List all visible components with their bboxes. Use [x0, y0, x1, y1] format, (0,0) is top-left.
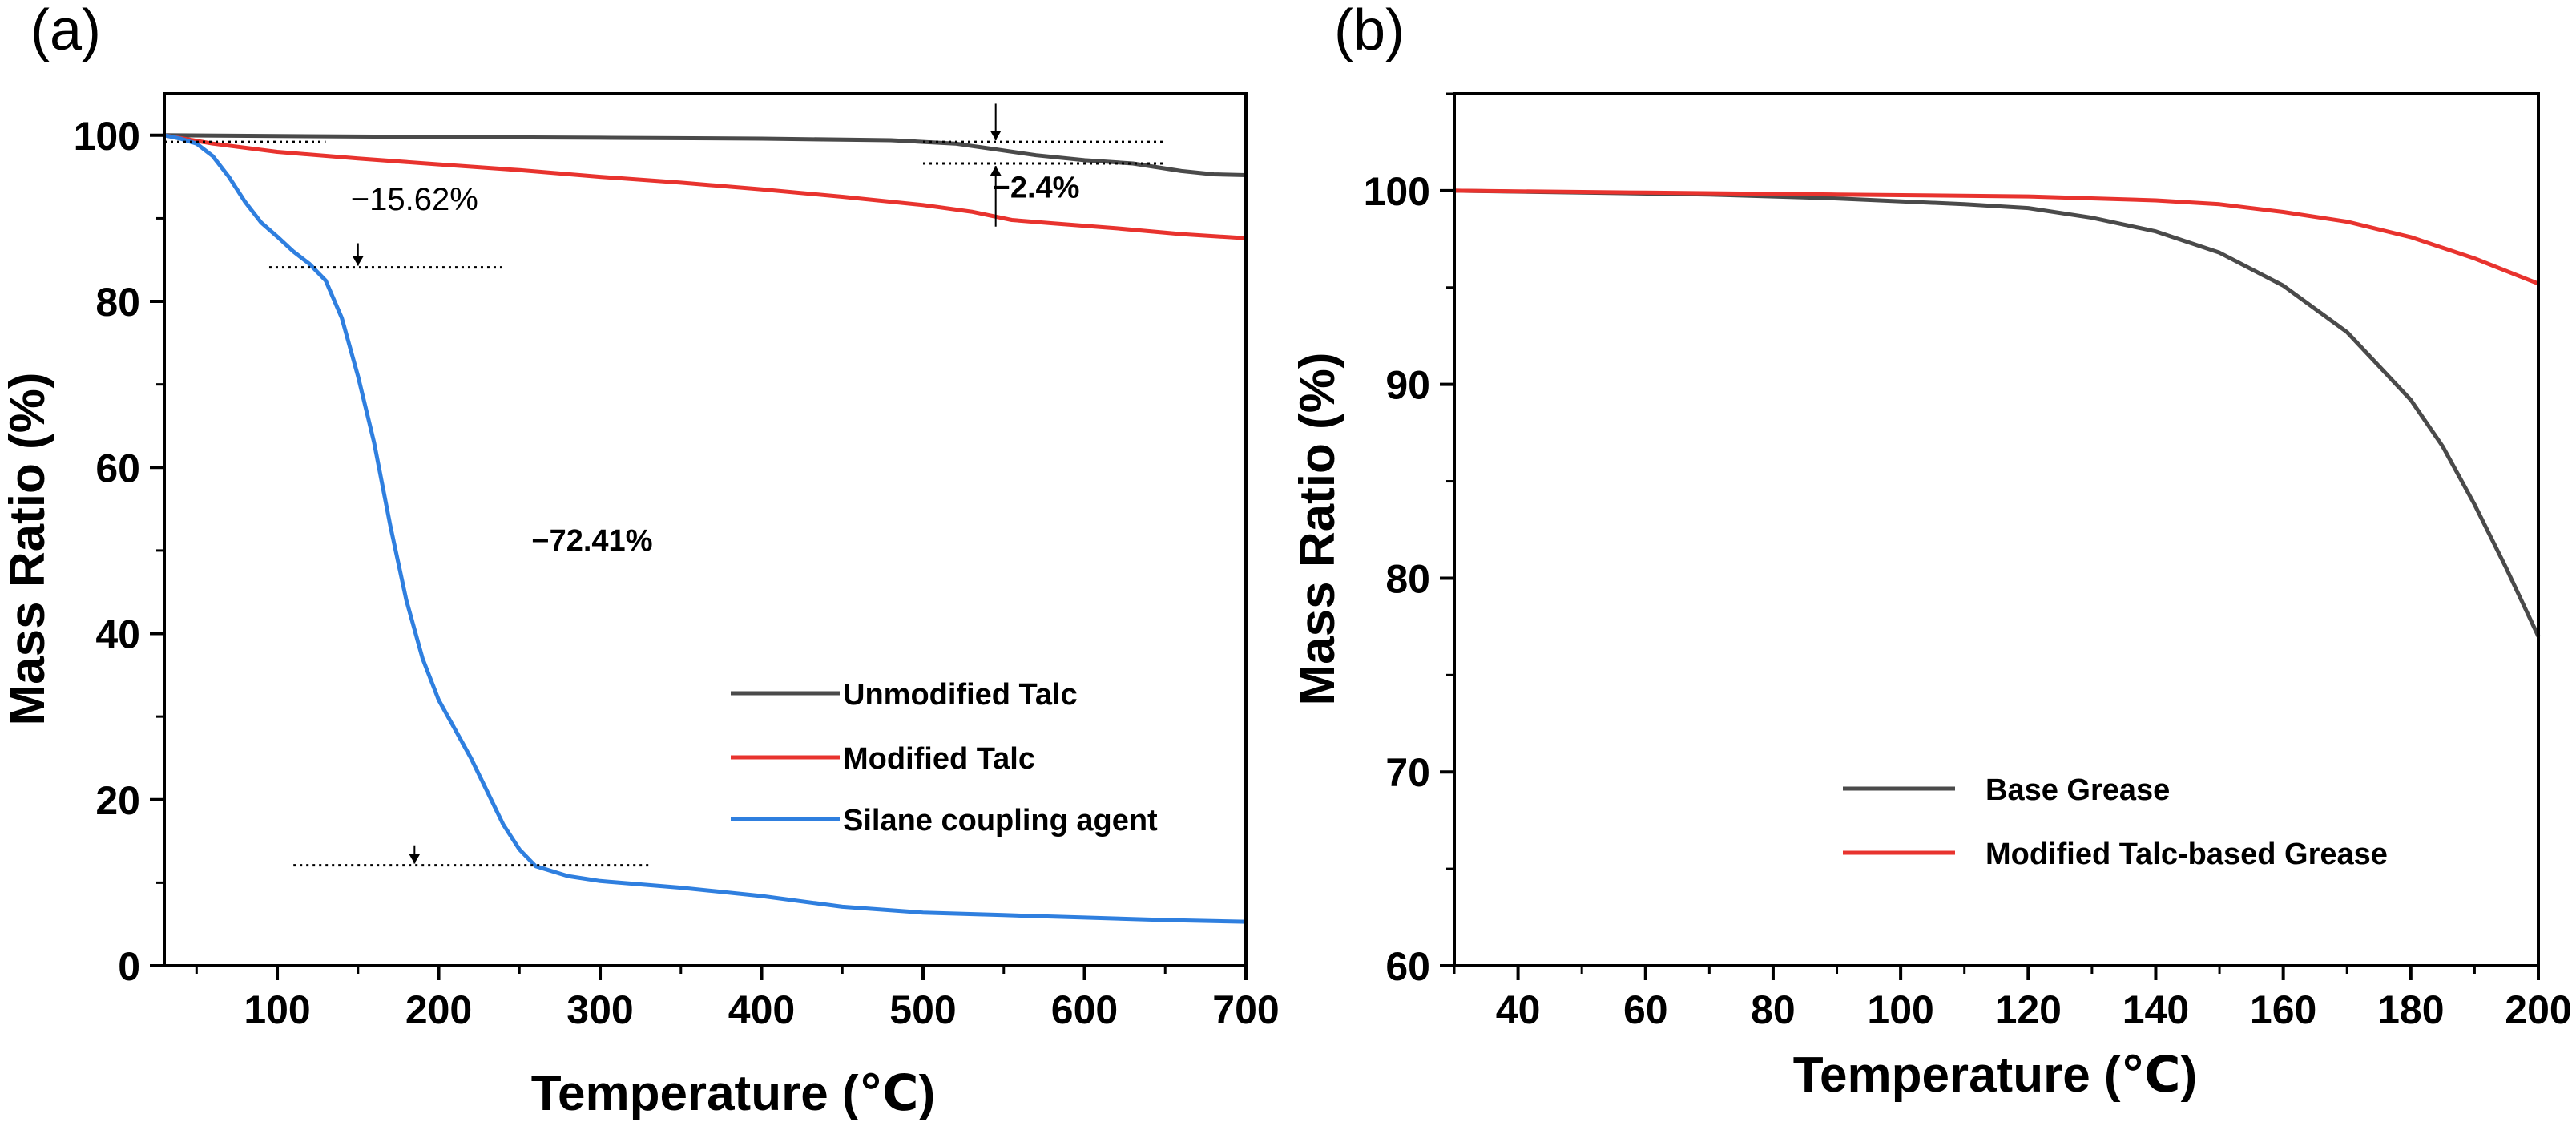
chart-a-x-tick-label: 400: [728, 987, 795, 1032]
annotation-label: −2.4%: [993, 172, 1080, 205]
chart-a-series-modified-talc: [163, 133, 1247, 240]
chart-b-x-tick-label: 80: [1751, 987, 1796, 1032]
chart-a-y-tick-label: 40: [95, 612, 140, 657]
annotation-arrow-head: [352, 256, 364, 266]
chart-b-y-tick-label: 60: [1385, 944, 1430, 989]
chart-a-y-axis-label: Mass Ratio (%): [0, 373, 55, 726]
panel-label-b: (b): [1334, 0, 1405, 63]
annotation-arrow-head: [990, 166, 1002, 176]
legend-label-unmodified-talc: Unmodified Talc: [843, 678, 1078, 712]
legend-label-modified-talc-based-grease: Modified Talc-based Grease: [1985, 837, 2388, 871]
annotation-label: −72.41%: [531, 524, 652, 558]
chart-b-legend: Base Grease Modified Talc-based Grease: [1843, 773, 2388, 871]
chart-b-y-tick-label: 90: [1385, 363, 1430, 408]
chart-a-series-unmodified-talc: [163, 133, 1247, 177]
chart-b-x-tick-label: 60: [1623, 987, 1668, 1032]
panel-label-a: (a): [30, 0, 101, 63]
chart-a-x-tick-label: 300: [566, 987, 633, 1032]
chart-a-x-axis-label: Temperature (℃): [531, 1066, 936, 1121]
chart-b-y-tick-label: 100: [1364, 169, 1430, 214]
chart-a: (a) 100 200 300 400 500 600 700 0 20 40 60 80 100 Te…: [0, 0, 1280, 1121]
chart-a-x-tick-label: 200: [405, 987, 472, 1032]
chart-b-x-tick-label: 40: [1496, 987, 1541, 1032]
chart-b-x-tick-label: 180: [2377, 987, 2444, 1032]
chart-a-annotations: −15.62% −72.41% −2.4%: [164, 103, 1166, 867]
legend-label-base-grease: Base Grease: [1985, 773, 2170, 807]
chart-b-y-tick-label: 80: [1385, 556, 1430, 601]
chart-b: (b) 40 60 80 100 120 140 160 180 20060708090100 …: [1290, 0, 2572, 1103]
chart-b-x-tick-label: 100: [1867, 987, 1933, 1032]
chart-a-axes: 100 200 300 400 500 600 700 0 20 40 60 80 100: [74, 92, 1280, 1032]
chart-b-y-axis-label: Mass Ratio (%): [1290, 353, 1345, 706]
chart-a-x-tick-label: 500: [889, 987, 956, 1032]
chart-b-axes: 40 60 80 100 120 140 160 180 200 60 70 80 90 100: [1364, 92, 2572, 1032]
chart-a-y-tick-label: 0: [118, 944, 140, 989]
annotation-label: −15.62%: [351, 182, 478, 217]
chart-a-x-tick-label: 600: [1051, 987, 1118, 1032]
chart-b-x-tick-label: 120: [1995, 987, 2062, 1032]
legend-label-silane-coupling-agent: Silane coupling agent: [843, 804, 1158, 837]
legend-label-modified-talc: Modified Talc: [843, 742, 1035, 776]
chart-a-legend: Unmodified Talc Modified Talc Silane cou…: [731, 678, 1158, 837]
chart-b-x-tick-label: 200: [2505, 987, 2571, 1032]
chart-b-series-base-grease: [1453, 188, 2541, 638]
chart-a-series-silane-coupling-agent: [163, 133, 1247, 924]
chart-a-plot-area: [163, 133, 1247, 924]
annotation-arrow-head: [990, 131, 1002, 141]
chart-b-y-tick-label: 70: [1385, 750, 1430, 795]
chart-a-y-tick-label: 80: [95, 280, 140, 325]
chart-b-x-tick-label: 140: [2122, 987, 2189, 1032]
chart-a-x-tick-label: 100: [244, 987, 310, 1032]
chart-b-frame: [1453, 92, 2540, 967]
chart-b-x-tick-label: 160: [2250, 987, 2316, 1032]
chart-b-plot-area: [1453, 188, 2541, 638]
chart-a-y-tick-label: 20: [95, 778, 140, 823]
chart-a-y-tick-label: 100: [74, 114, 140, 159]
chart-b-x-axis-label: Temperature (℃): [1793, 1047, 2198, 1103]
annotation-arrow-head: [409, 854, 421, 864]
chart-a-frame: [163, 92, 1248, 967]
chart-a-y-tick-label: 60: [95, 446, 140, 490]
chart-a-x-tick-label: 700: [1212, 987, 1279, 1032]
chart-b-series-modified-talc-based-grease: [1453, 188, 2539, 286]
